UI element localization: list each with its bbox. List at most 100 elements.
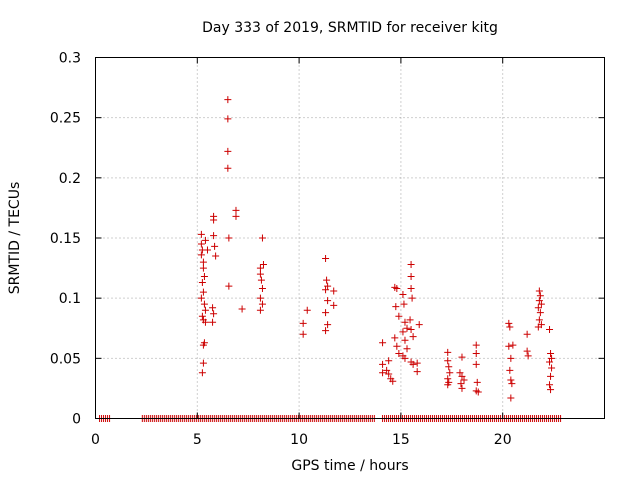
data-point bbox=[209, 304, 217, 312]
data-point bbox=[507, 394, 515, 402]
data-point bbox=[535, 297, 543, 305]
data-point bbox=[523, 330, 531, 338]
y-tick-label: 0.05 bbox=[50, 351, 81, 367]
data-point bbox=[444, 348, 452, 356]
data-point bbox=[258, 234, 266, 242]
data-point bbox=[256, 270, 264, 278]
data-point bbox=[197, 251, 205, 259]
data-point bbox=[407, 260, 415, 268]
data-point bbox=[322, 286, 330, 294]
data-point bbox=[401, 318, 409, 326]
data-point bbox=[548, 364, 556, 372]
data-point bbox=[383, 366, 391, 374]
data-point bbox=[201, 318, 209, 326]
data-point bbox=[548, 354, 556, 362]
data-point bbox=[393, 285, 401, 293]
data-point bbox=[232, 212, 240, 220]
data-point bbox=[322, 309, 330, 317]
data-point bbox=[322, 327, 330, 335]
data-point bbox=[199, 288, 207, 296]
y-tick-label: 0 bbox=[72, 412, 81, 428]
data-point bbox=[408, 294, 416, 302]
data-point bbox=[393, 342, 401, 350]
data-point bbox=[401, 354, 409, 362]
data-point bbox=[323, 276, 331, 284]
y-tick-label: 0.25 bbox=[50, 111, 81, 127]
data-point bbox=[415, 321, 423, 329]
data-point bbox=[460, 376, 468, 384]
y-tick-labels: 0 0.05 0.1 0.15 0.2 0.25 0.3 bbox=[50, 51, 81, 428]
data-point bbox=[409, 360, 417, 368]
data-point bbox=[399, 291, 407, 299]
data-point bbox=[391, 334, 399, 342]
data-point bbox=[534, 304, 542, 312]
data-point bbox=[256, 264, 264, 272]
data-point bbox=[379, 360, 387, 368]
data-point bbox=[472, 341, 480, 349]
data-point bbox=[509, 341, 517, 349]
data-point bbox=[536, 309, 544, 317]
data-point bbox=[507, 376, 515, 384]
data-point bbox=[392, 303, 400, 311]
data-point bbox=[198, 279, 206, 287]
data-point bbox=[224, 115, 232, 123]
data-point bbox=[200, 273, 208, 281]
data-point bbox=[256, 306, 264, 314]
x-tick-label: 5 bbox=[193, 432, 202, 448]
data-point bbox=[413, 359, 421, 367]
data-point bbox=[330, 287, 338, 295]
data-point bbox=[445, 363, 453, 371]
data-point bbox=[524, 352, 532, 360]
data-point bbox=[389, 377, 397, 385]
data-point bbox=[211, 242, 219, 250]
data-point bbox=[199, 258, 207, 266]
data-point bbox=[232, 206, 240, 214]
data-point bbox=[303, 306, 311, 314]
data-point bbox=[535, 287, 543, 295]
data-point bbox=[299, 319, 307, 327]
x-axis-label: GPS time / hours bbox=[291, 458, 408, 474]
data-point bbox=[401, 336, 409, 344]
data-point bbox=[200, 300, 208, 308]
data-point bbox=[537, 300, 545, 308]
data-points bbox=[197, 96, 556, 402]
data-point bbox=[506, 323, 514, 331]
grid-lines bbox=[95, 57, 605, 419]
data-point bbox=[197, 294, 205, 302]
data-point bbox=[446, 369, 454, 377]
data-point bbox=[224, 147, 232, 155]
y-tick-label: 0.3 bbox=[59, 51, 81, 67]
data-point bbox=[546, 325, 554, 333]
data-point bbox=[203, 246, 211, 254]
data-point bbox=[395, 312, 403, 320]
data-point bbox=[201, 236, 209, 244]
data-point bbox=[225, 234, 233, 242]
data-point bbox=[256, 294, 264, 302]
x-tick-label: 15 bbox=[392, 432, 410, 448]
data-point bbox=[535, 316, 543, 324]
data-point bbox=[399, 328, 407, 336]
data-point bbox=[199, 341, 207, 349]
data-point bbox=[400, 300, 408, 308]
data-point bbox=[322, 254, 330, 262]
data-point bbox=[403, 345, 411, 353]
data-point bbox=[506, 366, 514, 374]
data-point bbox=[212, 252, 220, 260]
data-point bbox=[324, 282, 332, 290]
data-point bbox=[456, 369, 464, 377]
data-point bbox=[407, 325, 415, 333]
data-point bbox=[210, 310, 218, 318]
data-point bbox=[197, 230, 205, 238]
data-point bbox=[546, 381, 554, 389]
data-point bbox=[474, 388, 482, 396]
data-point bbox=[403, 324, 411, 332]
data-point bbox=[458, 372, 466, 380]
chart-title: Day 333 of 2019, SRMTID for receiver kit… bbox=[202, 20, 498, 36]
y-tick-label: 0.1 bbox=[59, 291, 81, 307]
data-point bbox=[507, 354, 515, 362]
data-point bbox=[444, 381, 452, 389]
data-point bbox=[406, 316, 414, 324]
data-point bbox=[198, 369, 206, 377]
